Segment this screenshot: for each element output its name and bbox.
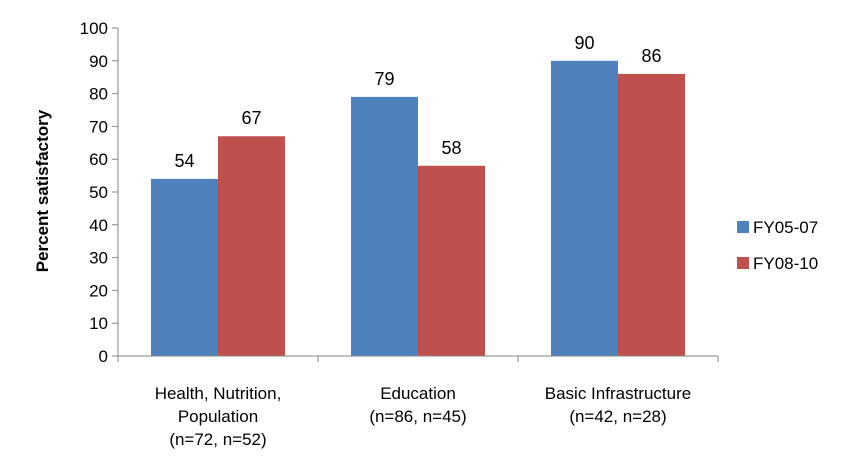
category-label-line: (n=72, n=52): [169, 430, 266, 449]
legend-label: FY05-07: [753, 218, 818, 237]
data-labels: 54 79 90 67 58 86: [174, 33, 661, 171]
data-label: 90: [574, 33, 594, 53]
bar: [551, 60, 618, 357]
axes: [117, 28, 719, 362]
y-axis-ticks: 0 10 20 30 40 50 60 70 80 90 100: [80, 19, 118, 366]
data-label: 58: [441, 138, 461, 158]
category-label-line: (n=42, n=28): [569, 407, 666, 426]
category-label: Basic Infrastructure (n=42, n=28): [545, 384, 691, 426]
category-labels: Health, Nutrition, Population (n=72, n=52)…: [155, 384, 692, 449]
y-tick-label: 100: [80, 19, 108, 38]
bar: [618, 73, 685, 357]
y-tick-label: 0: [99, 347, 108, 366]
y-axis-label: Percent satisfactory: [33, 109, 52, 272]
category-label-line: Education: [380, 384, 456, 403]
y-tick-label: 70: [89, 117, 108, 136]
category-label-line: Health, Nutrition,: [155, 384, 282, 403]
category-label: Health, Nutrition, Population (n=72, n=52): [155, 384, 282, 449]
category-label-line: Basic Infrastructure: [545, 384, 691, 403]
legend: FY05-07 FY08-10: [737, 218, 818, 273]
legend-swatch: [737, 221, 749, 233]
y-tick-label: 80: [89, 85, 108, 104]
y-tick-label: 60: [89, 150, 108, 169]
y-tick-label: 30: [89, 249, 108, 268]
category-label: Education (n=86, n=45): [369, 384, 466, 426]
y-tick-label: 20: [89, 281, 108, 300]
category-label-line: (n=86, n=45): [369, 407, 466, 426]
data-label: 67: [241, 108, 261, 128]
y-tick-label: 90: [89, 52, 108, 71]
legend-swatch: [737, 257, 749, 269]
bars: [151, 60, 685, 357]
y-tick-label: 50: [89, 183, 108, 202]
category-label-line: Population: [178, 407, 258, 426]
y-tick-label: 40: [89, 216, 108, 235]
bar: [351, 96, 418, 356]
bar: [151, 178, 218, 356]
data-label: 86: [641, 46, 661, 66]
y-tick-label: 10: [89, 314, 108, 333]
legend-label: FY08-10: [753, 254, 818, 273]
data-label: 79: [374, 69, 394, 89]
data-label: 54: [174, 151, 194, 171]
bar: [418, 165, 485, 356]
bar: [218, 136, 285, 356]
